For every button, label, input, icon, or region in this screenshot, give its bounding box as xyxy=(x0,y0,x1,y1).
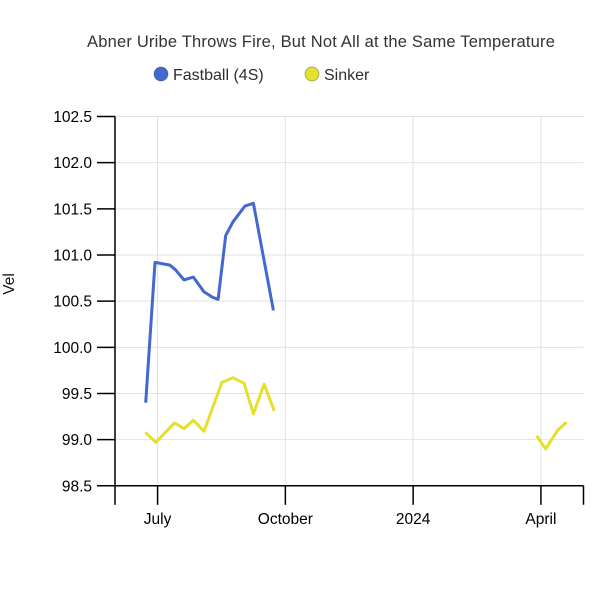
y-tick-label: 100.0 xyxy=(53,340,92,357)
series-line-sinker xyxy=(144,376,276,444)
x-tick-label: October xyxy=(258,511,313,528)
x-tick-label: 2024 xyxy=(396,511,431,528)
y-tick-label: 100.5 xyxy=(53,294,92,311)
y-tick-label: 102.0 xyxy=(53,155,92,172)
gridlines xyxy=(115,116,584,486)
series-line-sinker xyxy=(535,420,568,451)
y-axis-title: Vel xyxy=(1,273,18,295)
fastball-legend-swatch-icon xyxy=(153,66,169,82)
y-tick-label: 98.5 xyxy=(62,478,92,495)
legend-label-sinker: Sinker xyxy=(324,67,370,84)
x-tick-label: July xyxy=(144,511,172,528)
y-tick-label: 99.5 xyxy=(62,386,92,403)
legend-label-fastball: Fastball (4S) xyxy=(173,67,264,84)
y-tick-label: 102.5 xyxy=(53,109,92,126)
axes: 98.5 99.0 99.5 100.0 100.5 101.0 101.5 102.0 102… xyxy=(53,109,585,528)
x-tick-label: April xyxy=(525,511,556,528)
sinker-legend-swatch-icon xyxy=(304,66,320,82)
y-tick-label: 101.5 xyxy=(53,201,92,218)
series-line-fastball-4s xyxy=(144,201,275,403)
legend: Fastball (4S) Sinker xyxy=(153,66,370,84)
series-lines xyxy=(144,201,568,451)
y-tick-label: 99.0 xyxy=(62,432,93,449)
y-tick-label: 101.0 xyxy=(53,247,92,264)
chart-title: Abner Uribe Throws Fire, But Not All at … xyxy=(87,33,555,51)
